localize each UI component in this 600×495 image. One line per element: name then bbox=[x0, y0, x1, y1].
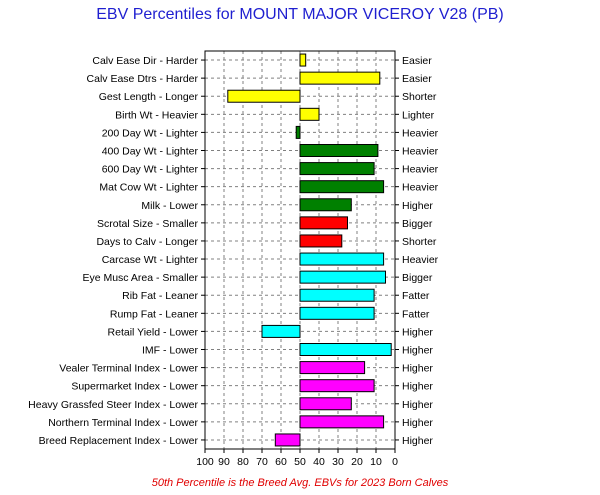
trait-label-left: Milk - Lower bbox=[141, 200, 198, 212]
trait-label-right: Heavier bbox=[402, 182, 439, 194]
bar bbox=[299, 71, 381, 85]
trait-label-right: Heavier bbox=[402, 127, 439, 139]
trait-label-right: Easier bbox=[402, 73, 432, 85]
bar bbox=[299, 144, 379, 157]
bar bbox=[299, 180, 385, 194]
trait-label-left: Rump Fat - Leaner bbox=[110, 308, 199, 320]
trait-label-right: Bigger bbox=[402, 218, 433, 230]
trait-label-left: 600 Day Wt - Lighter bbox=[102, 164, 199, 176]
bar bbox=[299, 107, 320, 121]
x-tick-label: 10 bbox=[370, 456, 382, 468]
trait-label-left: Birth Wt - Heavier bbox=[115, 109, 198, 121]
trait-label-left: Breed Replacement Index - Lower bbox=[39, 435, 199, 447]
trait-label-left: 200 Day Wt - Lighter bbox=[102, 127, 199, 139]
x-tick-label: 20 bbox=[351, 456, 363, 468]
trait-label-right: Higher bbox=[402, 417, 433, 429]
trait-label-left: Rib Fat - Leaner bbox=[122, 290, 198, 302]
trait-label-left: Heavy Grassfed Steer Index - Lower bbox=[28, 399, 198, 411]
trait-label-left: Gest Length - Longer bbox=[99, 91, 199, 103]
chart-footnote: 50th Percentile is the Breed Avg. EBVs f… bbox=[151, 477, 449, 489]
trait-label-left: Supermarket Index - Lower bbox=[71, 381, 198, 393]
bar bbox=[299, 270, 386, 284]
trait-label-right: Fatter bbox=[402, 308, 430, 320]
trait-label-right: Heavier bbox=[402, 146, 439, 158]
trait-label-right: Higher bbox=[402, 435, 433, 447]
bar bbox=[299, 343, 392, 356]
trait-label-left: Days to Calv - Longer bbox=[96, 236, 198, 248]
trait-label-right: Higher bbox=[402, 363, 433, 375]
trait-label-right: Higher bbox=[402, 326, 433, 338]
bar bbox=[299, 397, 352, 411]
bar bbox=[299, 198, 352, 212]
x-tick-label: 100 bbox=[196, 456, 214, 468]
bar bbox=[261, 324, 301, 338]
trait-label-left: Eye Musc Area - Smaller bbox=[82, 272, 198, 284]
x-tick-label: 50 bbox=[294, 456, 306, 468]
bar bbox=[299, 252, 385, 266]
trait-label-left: Calv Ease Dtrs - Harder bbox=[87, 73, 199, 85]
trait-label-left: Mat Cow Wt - Lighter bbox=[99, 182, 198, 194]
trait-label-left: IMF - Lower bbox=[142, 345, 199, 357]
bar bbox=[299, 379, 375, 393]
trait-label-left: Carcase Wt - Lighter bbox=[102, 254, 199, 266]
trait-label-right: Heavier bbox=[402, 164, 439, 176]
trait-label-right: Higher bbox=[402, 381, 433, 393]
label-layer: Calv Ease Dir - Harder Easier Calv Ease Dt… bbox=[28, 55, 439, 468]
x-tick-label: 40 bbox=[313, 456, 325, 468]
bar-layer bbox=[227, 53, 392, 447]
x-tick-label: 0 bbox=[392, 456, 398, 468]
bar bbox=[299, 53, 307, 67]
trait-label-right: Higher bbox=[402, 399, 433, 411]
trait-label-right: Shorter bbox=[402, 236, 437, 248]
trait-label-left: Retail Yield - Lower bbox=[108, 326, 199, 338]
trait-label-right: Fatter bbox=[402, 290, 430, 302]
bar bbox=[299, 361, 366, 375]
x-tick-label: 90 bbox=[218, 456, 230, 468]
trait-label-left: Northern Terminal Index - Lower bbox=[48, 417, 198, 429]
bar bbox=[299, 162, 375, 176]
bar bbox=[299, 415, 385, 429]
trait-label-right: Lighter bbox=[402, 109, 435, 121]
bar bbox=[299, 216, 348, 230]
bar bbox=[299, 306, 375, 320]
trait-label-left: Scrotal Size - Smaller bbox=[97, 218, 198, 230]
x-tick-label: 60 bbox=[275, 456, 287, 468]
bar bbox=[295, 125, 301, 139]
trait-label-right: Bigger bbox=[402, 272, 433, 284]
chart-title: EBV Percentiles for MOUNT MAJOR VICEROY … bbox=[96, 6, 504, 23]
trait-label-left: Calv Ease Dir - Harder bbox=[92, 55, 198, 67]
x-tick-label: 30 bbox=[332, 456, 344, 468]
trait-label-left: 400 Day Wt - Lighter bbox=[102, 146, 199, 158]
trait-label-right: Shorter bbox=[402, 91, 437, 103]
bar bbox=[299, 234, 343, 248]
frame-layer bbox=[201, 50, 399, 453]
trait-label-left: Vealer Terminal Index - Lower bbox=[59, 363, 198, 375]
trait-label-right: Higher bbox=[402, 200, 433, 212]
bar bbox=[274, 433, 301, 447]
x-tick-label: 80 bbox=[237, 456, 249, 468]
bar bbox=[227, 89, 301, 103]
trait-label-right: Easier bbox=[402, 55, 432, 67]
bar bbox=[299, 288, 375, 302]
x-tick-label: 70 bbox=[256, 456, 268, 468]
trait-label-right: Heavier bbox=[402, 254, 439, 266]
trait-label-right: Higher bbox=[402, 345, 433, 357]
